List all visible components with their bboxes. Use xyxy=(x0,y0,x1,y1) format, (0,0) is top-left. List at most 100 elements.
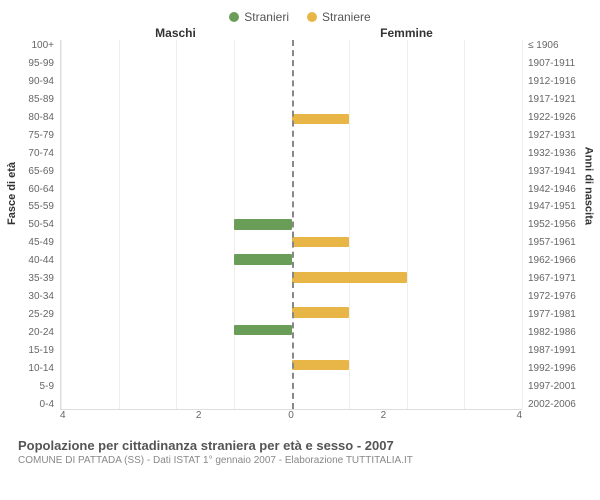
yaxis-left-tick: 40-44 xyxy=(18,255,54,266)
male-bar xyxy=(234,325,292,336)
yaxis-right-tick: 1952-1956 xyxy=(528,219,582,230)
legend-male-swatch xyxy=(229,12,239,22)
yaxis-right-tick: ≤ 1906 xyxy=(528,40,582,51)
yaxis-right-tick: 1992-1996 xyxy=(528,363,582,374)
male-half xyxy=(61,93,292,111)
xaxis-ticks: 42024 xyxy=(60,410,522,421)
male-half xyxy=(61,40,292,58)
yaxis-left-tick: 10-14 xyxy=(18,363,54,374)
female-half xyxy=(292,269,523,287)
yaxis-left-tick: 90-94 xyxy=(18,76,54,87)
female-half xyxy=(292,163,523,181)
yaxis-left-tick: 50-54 xyxy=(18,219,54,230)
yaxis-left-tick: 30-34 xyxy=(18,291,54,302)
female-half xyxy=(292,75,523,93)
yaxis-right-tick: 1922-1926 xyxy=(528,112,582,123)
female-half xyxy=(292,198,523,216)
female-half xyxy=(292,356,523,374)
male-half xyxy=(61,110,292,128)
plot xyxy=(60,40,522,410)
yaxis-right-tick: 2002-2006 xyxy=(528,399,582,410)
yaxis-left-tick: 25-29 xyxy=(18,309,54,320)
yaxis-left-tick: 80-84 xyxy=(18,112,54,123)
female-half xyxy=(292,392,523,410)
yaxis-left: 100+95-9990-9485-8980-8475-7970-7465-696… xyxy=(18,40,60,410)
yaxis-right-tick: 1957-1961 xyxy=(528,237,582,248)
chart-subtitle: COMUNE DI PATTADA (SS) - Dati ISTAT 1° g… xyxy=(18,455,582,466)
female-half xyxy=(292,286,523,304)
xaxis-tick: 0 xyxy=(245,410,337,421)
female-bar xyxy=(292,114,350,125)
yaxis-right-tick: 1972-1976 xyxy=(528,291,582,302)
male-half xyxy=(61,58,292,76)
center-line xyxy=(292,40,294,409)
female-half xyxy=(292,58,523,76)
female-half xyxy=(292,181,523,199)
legend-male: Stranieri xyxy=(229,10,289,24)
xaxis-tick: 2 xyxy=(152,410,244,421)
yaxis-right-tick: 1982-1986 xyxy=(528,327,582,338)
male-half xyxy=(61,163,292,181)
yaxis-left-tick: 35-39 xyxy=(18,273,54,284)
male-half xyxy=(61,392,292,410)
yaxis-right-tick: 1947-1951 xyxy=(528,201,582,212)
column-headers: Maschi Femmine xyxy=(60,26,522,40)
male-half xyxy=(61,128,292,146)
female-half xyxy=(292,339,523,357)
chart-footer: Popolazione per cittadinanza straniera p… xyxy=(18,438,582,466)
legend: Stranieri Straniere xyxy=(18,10,582,24)
female-half xyxy=(292,251,523,269)
xaxis-tick: 4 xyxy=(60,410,152,421)
yaxis-left-tick: 5-9 xyxy=(18,381,54,392)
male-half xyxy=(61,181,292,199)
male-half xyxy=(61,216,292,234)
yaxis-left-tick: 60-64 xyxy=(18,184,54,195)
xaxis: 42024 xyxy=(60,410,522,432)
male-half xyxy=(61,304,292,322)
yaxis-right-tick: 1977-1981 xyxy=(528,309,582,320)
male-half xyxy=(61,269,292,287)
male-bar xyxy=(234,254,292,265)
female-half xyxy=(292,304,523,322)
yaxis-left-tick: 15-19 xyxy=(18,345,54,356)
legend-male-label: Stranieri xyxy=(244,10,289,24)
yaxis-right-tick: 1967-1971 xyxy=(528,273,582,284)
yaxis-right-title: Anni di nascita xyxy=(582,147,594,225)
yaxis-left-tick: 0-4 xyxy=(18,399,54,410)
chart-title: Popolazione per cittadinanza straniera p… xyxy=(18,438,582,453)
male-bar xyxy=(234,219,292,230)
male-half xyxy=(61,374,292,392)
yaxis-left-title: Fasce di età xyxy=(6,162,18,225)
legend-female-swatch xyxy=(307,12,317,22)
male-half xyxy=(61,321,292,339)
yaxis-left-tick: 65-69 xyxy=(18,166,54,177)
female-half xyxy=(292,374,523,392)
female-half xyxy=(292,110,523,128)
male-half xyxy=(61,145,292,163)
male-half xyxy=(61,251,292,269)
yaxis-right: ≤ 19061907-19111912-19161917-19211922-19… xyxy=(522,40,582,410)
yaxis-right-tick: 1907-1911 xyxy=(528,58,582,69)
female-half xyxy=(292,93,523,111)
female-half xyxy=(292,40,523,58)
female-half xyxy=(292,216,523,234)
header-male: Maschi xyxy=(60,26,291,40)
chart-area: Fasce di età Anni di nascita 100+95-9990… xyxy=(18,40,582,410)
yaxis-left-tick: 100+ xyxy=(18,40,54,51)
male-half xyxy=(61,75,292,93)
male-half xyxy=(61,233,292,251)
female-bar xyxy=(292,237,350,248)
yaxis-right-tick: 1927-1931 xyxy=(528,130,582,141)
yaxis-right-tick: 1987-1991 xyxy=(528,345,582,356)
female-bar xyxy=(292,360,350,371)
male-half xyxy=(61,286,292,304)
yaxis-right-tick: 1997-2001 xyxy=(528,381,582,392)
male-half xyxy=(61,339,292,357)
male-half xyxy=(61,356,292,374)
female-half xyxy=(292,233,523,251)
yaxis-left-tick: 20-24 xyxy=(18,327,54,338)
yaxis-right-tick: 1932-1936 xyxy=(528,148,582,159)
female-half xyxy=(292,128,523,146)
yaxis-left-tick: 85-89 xyxy=(18,94,54,105)
chart-container: Stranieri Straniere Maschi Femmine Fasce… xyxy=(0,0,600,500)
